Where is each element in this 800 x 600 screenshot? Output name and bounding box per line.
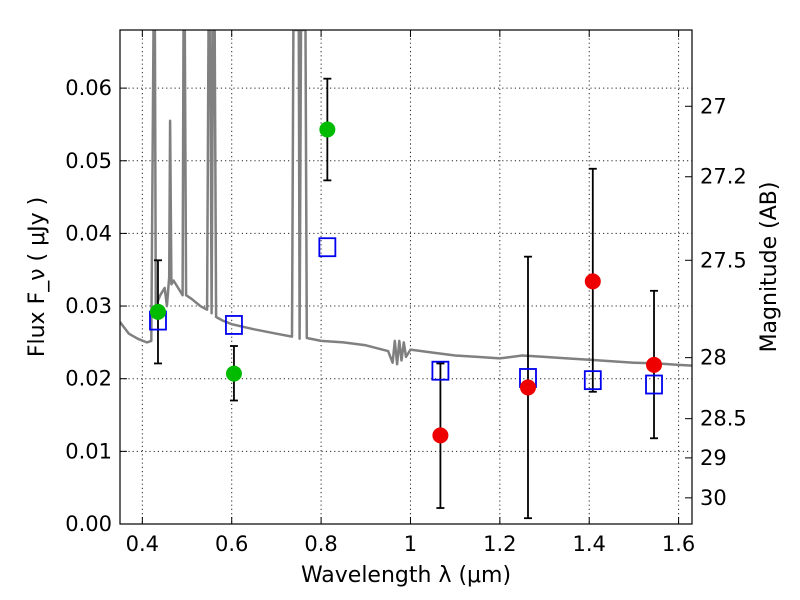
y-tick-label: 0.03 xyxy=(65,294,112,318)
y-tick-label: 0.00 xyxy=(65,512,112,536)
x-tick-label: 0.6 xyxy=(215,532,248,556)
grid xyxy=(120,30,692,524)
y-axis-label: Flux F_ν ( μJy ) xyxy=(25,197,50,357)
y-tick-label: 0.01 xyxy=(65,439,112,463)
y2-tick-label: 27.5 xyxy=(700,248,747,272)
y2-tick-label: 30 xyxy=(700,486,727,510)
y2-tick-label: 27.2 xyxy=(700,165,747,189)
y-tick-label: 0.04 xyxy=(65,221,112,245)
y-tick-label: 0.02 xyxy=(65,367,112,391)
y2-tick-label: 28.5 xyxy=(700,407,747,431)
y-tick-label: 0.06 xyxy=(65,76,112,100)
y2-tick-label: 29 xyxy=(700,446,727,470)
model-spectrum-line xyxy=(120,30,692,367)
y2-axis-label: Magnitude (AB) xyxy=(757,182,782,353)
y2-tick-label: 27 xyxy=(700,94,727,118)
model-photometry-square xyxy=(583,370,602,391)
x-tick-label: 1.6 xyxy=(662,532,695,556)
x-tick-label: 0.4 xyxy=(126,532,159,556)
red-flux-point xyxy=(584,273,601,290)
plot-frame xyxy=(119,29,693,525)
x-axis-label: Wavelength λ (μm) xyxy=(301,563,511,588)
axis-ticks xyxy=(120,30,692,525)
x-tick-label: 1.4 xyxy=(573,532,606,556)
model-spectrum xyxy=(120,30,692,367)
y2-tick-label: 28 xyxy=(700,346,727,370)
x-tick-label: 1.2 xyxy=(483,532,516,556)
tick-labels: 0.4 0.6 0.8 1 1.2 1.4 1.6 0.00 0.01 0.02 0.03 0.04 0… xyxy=(65,76,747,556)
y-tick-label: 0.05 xyxy=(65,149,112,173)
model-photometry-square xyxy=(645,374,663,395)
green-flux-point xyxy=(149,303,166,320)
red-flux-point xyxy=(519,379,536,396)
red-flux-point xyxy=(432,427,449,444)
x-tick-label: 1 xyxy=(404,532,417,556)
model-photometry-square xyxy=(431,360,450,381)
green-flux-point xyxy=(319,121,336,138)
green-flux-point xyxy=(225,365,242,382)
observed-flux-markers xyxy=(149,121,663,444)
model-photometry-square xyxy=(318,237,337,258)
model-photometry-square xyxy=(225,315,243,335)
x-tick-label: 0.8 xyxy=(304,532,337,556)
red-flux-point xyxy=(646,356,663,373)
error-bars xyxy=(153,77,659,520)
